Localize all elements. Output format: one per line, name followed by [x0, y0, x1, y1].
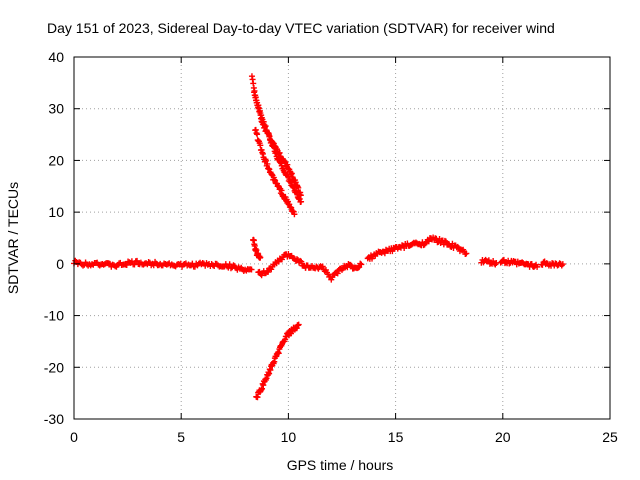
grid [74, 57, 610, 419]
x-tick-label: 25 [602, 429, 618, 445]
data-point [291, 211, 298, 218]
data-point [248, 266, 255, 273]
series-near-zero-band [71, 257, 255, 275]
series-upper-arc-b [251, 89, 305, 205]
y-tick-label: 10 [48, 204, 64, 220]
axis-ticks [73, 56, 611, 420]
y-tick-label: 40 [48, 49, 64, 65]
series-short-segment-after-8-3-h [250, 236, 264, 261]
x-tick-label: 5 [177, 429, 185, 445]
data-point [298, 198, 305, 205]
x-axis-tick-labels: 0 5 10 15 20 25 [70, 429, 618, 445]
x-tick-label: 15 [388, 429, 404, 445]
x-axis-label: GPS time / hours [287, 457, 394, 473]
data-point [257, 254, 264, 261]
series-lower-arc [253, 321, 302, 401]
series-late-near-zero-band-3 [538, 258, 566, 269]
data-point [295, 321, 302, 328]
data-point [357, 260, 364, 267]
data-point [358, 261, 365, 268]
data-point [293, 256, 300, 263]
data-point [254, 131, 261, 138]
y-axis-tick-labels: -30 -20 -10 0 10 20 30 40 [44, 49, 64, 427]
data-point [454, 243, 461, 250]
data-point [298, 258, 305, 265]
data-point [334, 270, 341, 277]
data-point [463, 250, 470, 257]
data-point [534, 263, 541, 270]
y-tick-label: 0 [56, 256, 64, 272]
series-dip-around-11-13-5-h [302, 260, 365, 283]
data-point [145, 258, 152, 265]
data-point [265, 269, 272, 276]
chart-title: Day 151 of 2023, Sidereal Day-to-day VTE… [47, 20, 555, 36]
data-point [72, 257, 79, 264]
data-point [297, 257, 304, 264]
data-point [425, 238, 432, 245]
series-positive-hump-13-7-18-3-h [364, 234, 470, 262]
y-axis-label: SDTVAR / TECUs [5, 182, 21, 294]
y-tick-label: 30 [48, 101, 64, 117]
data-point [253, 247, 260, 254]
x-tick-label: 20 [495, 429, 511, 445]
data-point [442, 238, 449, 245]
series-late-near-zero-band-2 [497, 256, 541, 271]
series-upper-arc-c [252, 126, 298, 218]
y-tick-label: -10 [44, 308, 64, 324]
y-tick-label: -20 [44, 359, 64, 375]
y-tick-label: -30 [44, 411, 64, 427]
x-tick-label: 10 [281, 429, 297, 445]
data-point [80, 262, 87, 269]
data-point [441, 237, 448, 244]
data-point [297, 192, 304, 199]
data-point [347, 261, 354, 268]
series-rise-around-9-10-5-h [255, 251, 309, 279]
data-point [134, 257, 141, 264]
data-point [227, 265, 234, 272]
plot-frame [73, 56, 611, 420]
data-point [226, 261, 233, 268]
x-tick-label: 0 [70, 429, 78, 445]
y-tick-label: 20 [48, 152, 64, 168]
data-point [319, 263, 326, 270]
series-late-near-zero-band [478, 256, 500, 268]
data-points [71, 73, 566, 401]
data-point [559, 261, 566, 268]
data-point [268, 266, 275, 273]
